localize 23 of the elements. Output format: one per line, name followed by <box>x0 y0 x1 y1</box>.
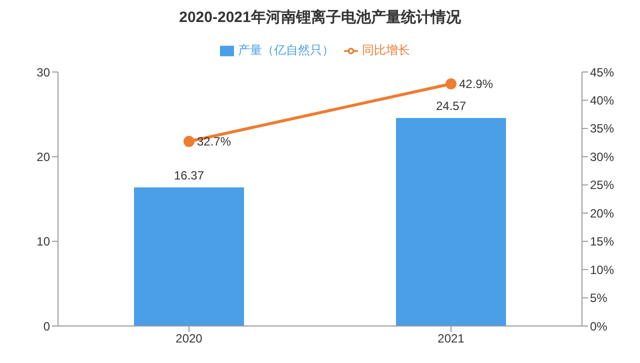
y-tick-label: 30 <box>36 65 50 80</box>
legend-label: 同比增长 <box>362 43 410 57</box>
data-label: 24.57 <box>436 98 466 113</box>
legend-label: 产量（亿自然只） <box>238 43 334 57</box>
y2-tick-label: 35% <box>590 122 614 136</box>
y2-tick-label: 40% <box>590 93 614 108</box>
y-tick-label: 20 <box>36 150 50 164</box>
y2-tick-label: 5% <box>590 291 608 306</box>
y2-tick-label: 45% <box>590 65 614 80</box>
y2-tick-label: 0% <box>590 319 608 334</box>
x-tick-label: 2021 <box>438 332 465 346</box>
y2-tick-label: 25% <box>590 178 614 192</box>
chart-title: 2020-2021年河南锂离子电池产量统计情况 <box>178 8 462 28</box>
y2-tick-label: 10% <box>590 262 614 277</box>
x-tick-label: 2020 <box>176 332 203 346</box>
data-label: 32.7% <box>197 134 232 149</box>
y-tick-label: 10 <box>36 234 50 249</box>
y2-tick-label: 15% <box>590 234 614 249</box>
data-label: 16.37 <box>174 168 204 182</box>
y2-tick-label: 30% <box>590 150 614 164</box>
data-label: 42.9% <box>459 77 494 92</box>
y2-tick-label: 20% <box>590 206 614 220</box>
y-tick-label: 0 <box>43 319 50 334</box>
